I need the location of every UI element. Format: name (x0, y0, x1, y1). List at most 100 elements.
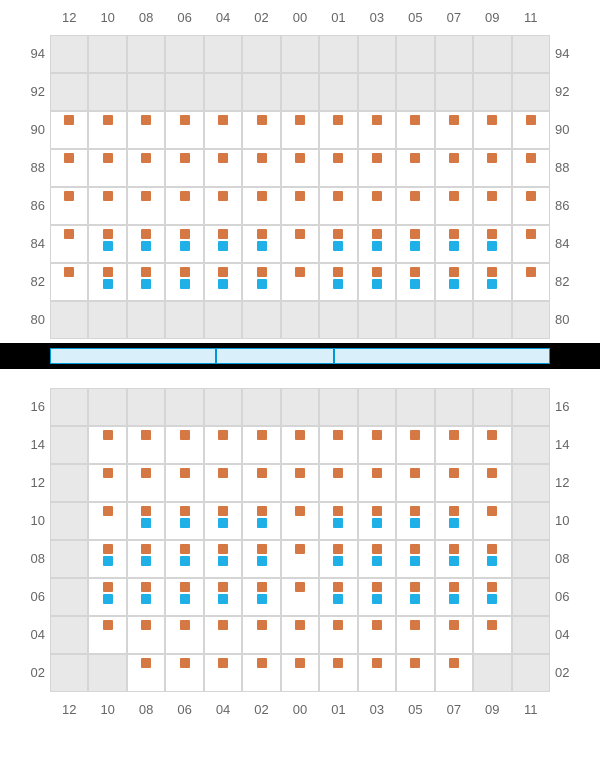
marker-blue[interactable] (180, 279, 190, 289)
marker-orange[interactable] (218, 620, 228, 630)
marker-orange[interactable] (372, 544, 382, 554)
marker-blue[interactable] (410, 241, 420, 251)
marker-blue[interactable] (333, 279, 343, 289)
marker-orange[interactable] (103, 153, 113, 163)
marker-blue[interactable] (141, 594, 151, 604)
marker-blue[interactable] (410, 279, 420, 289)
marker-blue[interactable] (141, 279, 151, 289)
marker-orange[interactable] (410, 658, 420, 668)
marker-orange[interactable] (410, 115, 420, 125)
marker-orange[interactable] (487, 620, 497, 630)
marker-blue[interactable] (487, 241, 497, 251)
divider-segment[interactable] (334, 348, 550, 364)
marker-orange[interactable] (449, 153, 459, 163)
marker-orange[interactable] (257, 620, 267, 630)
marker-orange[interactable] (372, 115, 382, 125)
marker-blue[interactable] (257, 518, 267, 528)
marker-orange[interactable] (372, 582, 382, 592)
marker-blue[interactable] (372, 518, 382, 528)
marker-orange[interactable] (103, 620, 113, 630)
marker-orange[interactable] (372, 430, 382, 440)
marker-orange[interactable] (333, 468, 343, 478)
marker-orange[interactable] (410, 430, 420, 440)
marker-orange[interactable] (64, 191, 74, 201)
marker-orange[interactable] (257, 115, 267, 125)
marker-orange[interactable] (218, 153, 228, 163)
marker-orange[interactable] (449, 191, 459, 201)
marker-blue[interactable] (257, 241, 267, 251)
marker-blue[interactable] (257, 279, 267, 289)
marker-orange[interactable] (180, 430, 190, 440)
marker-orange[interactable] (257, 430, 267, 440)
marker-orange[interactable] (449, 229, 459, 239)
marker-orange[interactable] (449, 267, 459, 277)
divider-segment[interactable] (50, 348, 216, 364)
marker-orange[interactable] (218, 468, 228, 478)
marker-orange[interactable] (487, 267, 497, 277)
marker-orange[interactable] (295, 153, 305, 163)
divider-segment[interactable] (216, 348, 334, 364)
marker-blue[interactable] (180, 518, 190, 528)
marker-orange[interactable] (487, 115, 497, 125)
marker-orange[interactable] (333, 506, 343, 516)
marker-orange[interactable] (295, 544, 305, 554)
marker-orange[interactable] (103, 430, 113, 440)
marker-blue[interactable] (487, 556, 497, 566)
marker-orange[interactable] (141, 620, 151, 630)
marker-blue[interactable] (103, 241, 113, 251)
marker-orange[interactable] (218, 430, 228, 440)
marker-orange[interactable] (333, 620, 343, 630)
marker-blue[interactable] (218, 556, 228, 566)
marker-blue[interactable] (103, 556, 113, 566)
marker-orange[interactable] (526, 153, 536, 163)
marker-orange[interactable] (410, 544, 420, 554)
marker-orange[interactable] (333, 191, 343, 201)
marker-orange[interactable] (333, 430, 343, 440)
marker-orange[interactable] (257, 229, 267, 239)
marker-orange[interactable] (410, 468, 420, 478)
marker-orange[interactable] (141, 153, 151, 163)
marker-orange[interactable] (218, 191, 228, 201)
marker-orange[interactable] (487, 229, 497, 239)
marker-blue[interactable] (333, 241, 343, 251)
marker-blue[interactable] (180, 556, 190, 566)
marker-orange[interactable] (487, 506, 497, 516)
marker-blue[interactable] (218, 279, 228, 289)
marker-blue[interactable] (257, 594, 267, 604)
marker-orange[interactable] (372, 267, 382, 277)
marker-orange[interactable] (180, 620, 190, 630)
marker-orange[interactable] (180, 267, 190, 277)
marker-orange[interactable] (333, 267, 343, 277)
marker-blue[interactable] (372, 279, 382, 289)
marker-blue[interactable] (449, 594, 459, 604)
marker-orange[interactable] (257, 153, 267, 163)
marker-orange[interactable] (103, 582, 113, 592)
marker-orange[interactable] (257, 544, 267, 554)
marker-blue[interactable] (103, 594, 113, 604)
marker-blue[interactable] (410, 556, 420, 566)
marker-orange[interactable] (180, 658, 190, 668)
marker-orange[interactable] (410, 506, 420, 516)
marker-orange[interactable] (64, 115, 74, 125)
marker-orange[interactable] (295, 506, 305, 516)
marker-orange[interactable] (487, 468, 497, 478)
marker-orange[interactable] (257, 582, 267, 592)
marker-blue[interactable] (141, 556, 151, 566)
marker-orange[interactable] (141, 267, 151, 277)
marker-blue[interactable] (103, 279, 113, 289)
marker-orange[interactable] (487, 153, 497, 163)
marker-orange[interactable] (103, 468, 113, 478)
marker-orange[interactable] (295, 468, 305, 478)
marker-orange[interactable] (487, 544, 497, 554)
marker-orange[interactable] (449, 430, 459, 440)
marker-orange[interactable] (103, 115, 113, 125)
marker-orange[interactable] (64, 153, 74, 163)
marker-orange[interactable] (372, 191, 382, 201)
marker-orange[interactable] (449, 620, 459, 630)
marker-orange[interactable] (487, 582, 497, 592)
marker-orange[interactable] (410, 191, 420, 201)
marker-orange[interactable] (526, 229, 536, 239)
marker-orange[interactable] (180, 191, 190, 201)
marker-orange[interactable] (103, 191, 113, 201)
marker-orange[interactable] (180, 544, 190, 554)
